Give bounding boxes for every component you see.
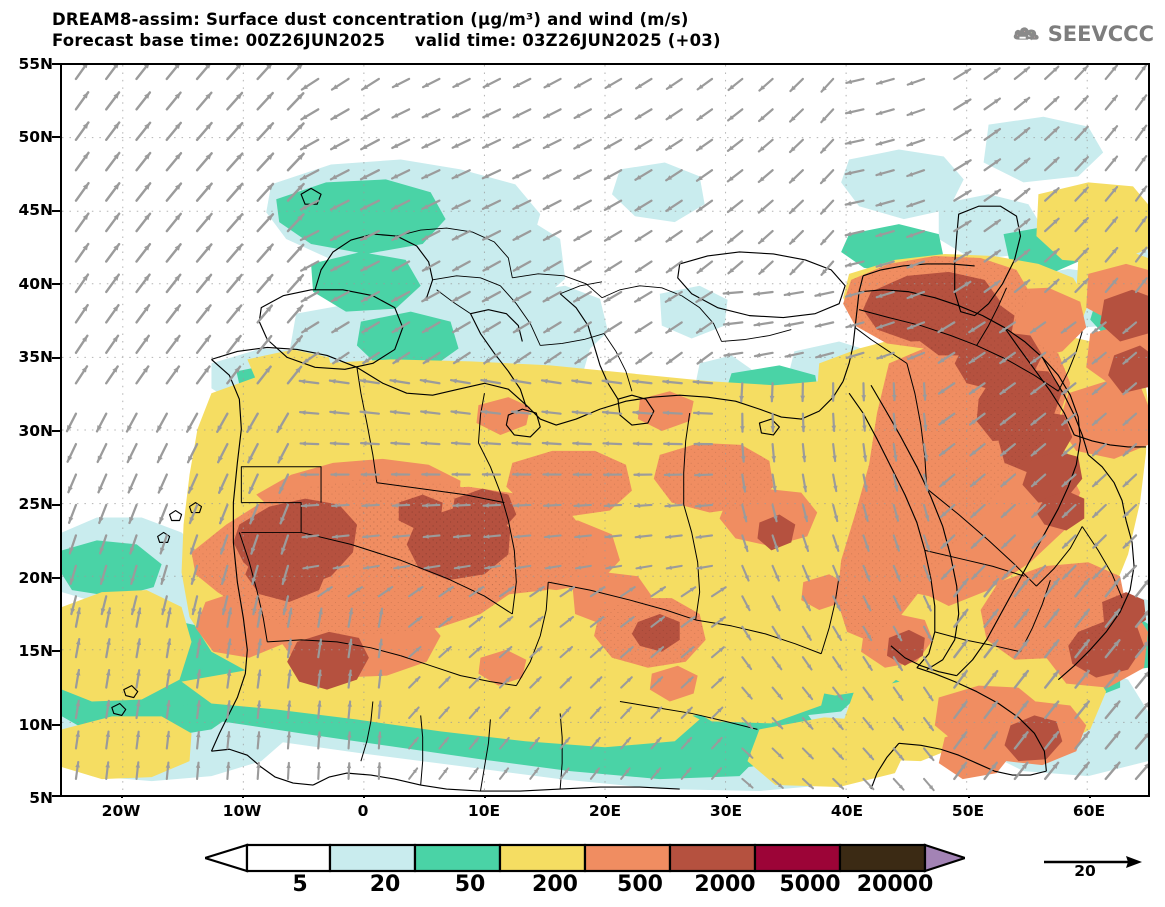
colorbar-band-200-500[interactable] [583, 843, 672, 873]
y-tick-mark [52, 210, 61, 212]
colorbar-swatches[interactable] [205, 843, 965, 873]
page-title: DREAM8-assim: Surface dust concentration… [52, 10, 689, 29]
colorbar-band-white[interactable] [245, 843, 332, 873]
dust-concentration-map[interactable] [60, 63, 1150, 797]
seevccc-logo: SEEVCCC [1012, 16, 1154, 52]
y-tick-label-45N: 45N [18, 201, 53, 219]
colorbar-band-below-5[interactable] [205, 843, 249, 873]
colorbar-band-2000-5000[interactable] [753, 843, 842, 873]
colorbar-label-50: 50 [454, 872, 486, 897]
colorbar-band-20-50[interactable] [413, 843, 502, 873]
x-tick-label-10W: 10W [222, 802, 262, 820]
y-tick-mark [52, 63, 61, 65]
colorbar-band-5000-20000[interactable] [838, 843, 927, 873]
colorbar-band-500-2000[interactable] [668, 843, 757, 873]
header: DREAM8-assim: Surface dust concentration… [0, 0, 1165, 60]
coastlines-and-borders [111, 187, 1147, 792]
wind-scale-reference [1044, 856, 1142, 868]
y-tick-label-5N: 5N [29, 789, 53, 807]
y-tick-label-55N: 55N [18, 55, 53, 73]
y-tick-mark [52, 724, 61, 726]
colorbar-label-500: 500 [617, 872, 663, 897]
y-tick-label-30N: 30N [18, 422, 53, 440]
y-tick-mark [52, 283, 61, 285]
x-tick-label-30E: 30E [709, 802, 743, 820]
colorbar-label-20: 20 [369, 872, 401, 897]
wind-vector-field [65, 65, 1148, 792]
colorbar-label-5: 5 [292, 872, 308, 897]
wind-scale-label: 20 [1074, 862, 1096, 880]
colorbar-label-2000: 2000 [694, 872, 756, 897]
y-tick-label-50N: 50N [18, 128, 53, 146]
colorbar-band-above-20000[interactable] [923, 843, 965, 873]
colorbar-label-200: 200 [532, 872, 578, 897]
y-tick-label-25N: 25N [18, 495, 53, 513]
x-tick-label-40E: 40E [830, 802, 864, 820]
y-tick-mark [52, 504, 61, 506]
y-tick-label-40N: 40N [18, 275, 53, 293]
y-tick-mark [52, 577, 61, 579]
y-tick-label-35N: 35N [18, 348, 53, 366]
map-canvas [62, 65, 1148, 795]
y-tick-mark [52, 357, 61, 359]
colorbar-band-5-20[interactable] [328, 843, 417, 873]
colorbar-label-20000: 20000 [856, 872, 934, 897]
x-tick-label-20E: 20E [588, 802, 622, 820]
x-tick-label-0: 0 [357, 802, 369, 820]
logo-text: SEEVCCC [1047, 22, 1154, 46]
y-tick-label-20N: 20N [18, 569, 53, 587]
x-tick-label-60E: 60E [1072, 802, 1106, 820]
y-tick-mark [52, 136, 61, 138]
x-tick-label-10E: 10E [467, 802, 501, 820]
y-tick-label-15N: 15N [18, 642, 53, 660]
y-tick-mark [52, 795, 61, 797]
x-tick-label-20W: 20W [101, 802, 141, 820]
y-tick-mark [52, 650, 61, 652]
forecast-time-subtitle: Forecast base time: 00Z26JUN2025 valid t… [52, 31, 721, 50]
colorbar[interactable] [205, 843, 965, 873]
y-tick-mark [52, 430, 61, 432]
colorbar-label-5000: 5000 [779, 872, 841, 897]
y-tick-label-10N: 10N [18, 716, 53, 734]
x-tick-label-50E: 50E [951, 802, 985, 820]
colorbar-band-50-200[interactable] [498, 843, 587, 873]
cloud-arrow-icon [1013, 27, 1039, 41]
